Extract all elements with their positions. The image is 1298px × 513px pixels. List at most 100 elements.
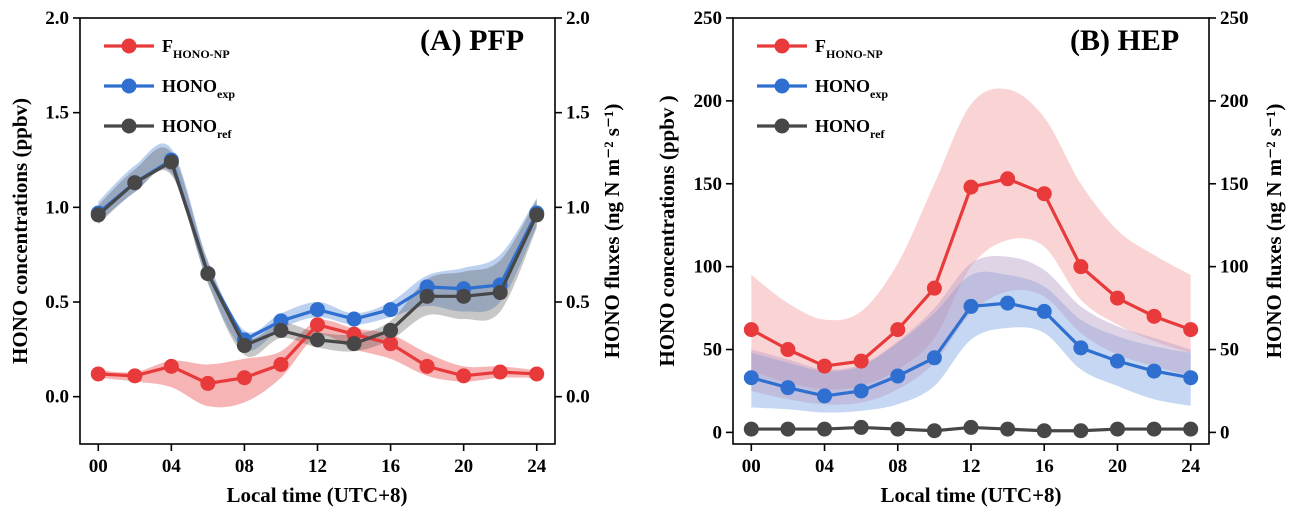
panel-a-ytick-label-3: 1.5 bbox=[45, 103, 69, 124]
panel-b-legend-label-0: FHONO-NP bbox=[815, 36, 883, 61]
panel-a-xtick-label-0: 00 bbox=[89, 456, 108, 477]
panel-b-point-0-2 bbox=[817, 358, 833, 374]
panel-a-legend-marker-2 bbox=[121, 118, 137, 134]
panel-b-legend: FHONO-NP HONOexp HONOref bbox=[757, 36, 888, 141]
panel-b-y2tick-label-1: 50 bbox=[1220, 340, 1239, 361]
panel-b-point-0-9 bbox=[1073, 259, 1089, 275]
panel-b-ytick-label-3: 150 bbox=[694, 174, 723, 195]
panel-a-point-1-7 bbox=[346, 311, 362, 327]
panel-b-ytick-label-5: 250 bbox=[694, 8, 723, 29]
panel-a-xtick-label-4: 16 bbox=[381, 456, 400, 477]
panel-a-ytick-label-0: 0.0 bbox=[45, 387, 69, 408]
panel-b-ytick-label-0: 0 bbox=[713, 422, 723, 443]
panel-b-point-0-1 bbox=[780, 342, 796, 358]
panel-a-point-2-10 bbox=[456, 288, 472, 304]
panel-b-point-2-7 bbox=[1000, 421, 1016, 437]
panel-b-point-0-12 bbox=[1183, 322, 1199, 338]
panel-a-x-axis-label: Local time (UTC+8) bbox=[226, 483, 407, 507]
panel-b-point-0-7 bbox=[1000, 171, 1016, 187]
panel-a-xtick-label-6: 24 bbox=[527, 456, 547, 477]
panel-b-point-1-7 bbox=[1000, 295, 1016, 311]
panel-b-point-0-4 bbox=[890, 322, 906, 338]
panel-b-point-2-2 bbox=[817, 421, 833, 437]
panel-b-point-2-9 bbox=[1073, 423, 1089, 439]
panel-a-y2tick-label-4: 2.0 bbox=[566, 8, 590, 29]
panel-b-band-0 bbox=[751, 88, 1191, 390]
panel-b-legend-marker-2 bbox=[774, 118, 790, 134]
panel-b-point-2-12 bbox=[1183, 421, 1199, 437]
panel-a-point-2-6 bbox=[310, 332, 325, 348]
panel-a-xtick-label-5: 20 bbox=[454, 456, 473, 477]
panel-a-point-0-10 bbox=[456, 368, 472, 384]
panel-a-point-2-8 bbox=[383, 322, 399, 338]
panel-b-point-1-12 bbox=[1183, 370, 1199, 386]
panel-a-point-2-1 bbox=[127, 175, 143, 191]
panel-a-chart: 00 04 08 12 16 20 24 0.0 0.0 0.5 0.5 1.0 1.0 1.5 1.5 2.… bbox=[8, 8, 624, 507]
panel-a-point-2-5 bbox=[273, 322, 289, 338]
panel-b-ytick-label-2: 100 bbox=[694, 257, 723, 278]
panel-a-point-2-0 bbox=[90, 207, 106, 223]
panel-a-point-0-1 bbox=[127, 368, 143, 384]
panel-b-point-1-10 bbox=[1109, 353, 1125, 369]
panel-b-point-1-9 bbox=[1073, 340, 1089, 356]
panel-b-point-0-0 bbox=[743, 322, 759, 338]
panel-b-y2tick-label-2: 100 bbox=[1220, 257, 1249, 278]
panel-b-point-0-5 bbox=[926, 280, 942, 296]
panel-a-point-2-4 bbox=[236, 338, 252, 354]
panel-b-point-0-6 bbox=[963, 179, 979, 195]
panel-b-point-2-0 bbox=[743, 421, 759, 437]
panel-a-y2tick-label-2: 1.0 bbox=[566, 197, 590, 218]
panel-a-point-1-8 bbox=[383, 302, 399, 318]
panel-a-ticks: 00 04 08 12 16 20 24 0.0 0.0 0.5 0.5 1.0 1.0 1.5 1.5 2.… bbox=[45, 8, 590, 477]
panel-a-ytick-label-4: 2.0 bbox=[45, 8, 69, 29]
panel-b-point-1-6 bbox=[963, 298, 979, 314]
panel-a-title: (A) PFP bbox=[420, 24, 524, 57]
panel-b-point-0-3 bbox=[853, 353, 869, 369]
panel-a-legend-label-0: FHONO-NP bbox=[162, 36, 230, 61]
panel-a-series-lines bbox=[90, 152, 545, 391]
panel-b-point-2-4 bbox=[890, 421, 906, 437]
panel-b-point-0-8 bbox=[1036, 186, 1052, 202]
panel-a-point-0-0 bbox=[90, 366, 106, 382]
panel-a-xtick-label-1: 04 bbox=[162, 456, 182, 477]
panel-b-point-2-8 bbox=[1036, 423, 1052, 439]
panel-a-y2tick-label-0: 0.0 bbox=[566, 387, 590, 408]
panel-a-point-0-3 bbox=[200, 375, 216, 391]
panel-b-point-1-8 bbox=[1036, 303, 1052, 319]
panel-b-legend-label-1: HONOexp bbox=[815, 76, 888, 101]
panel-b-point-2-5 bbox=[926, 423, 942, 439]
panel-b-xtick-label-0: 00 bbox=[742, 456, 761, 477]
panel-b-title: (B) HEP bbox=[1070, 24, 1179, 57]
panel-b-y2tick-label-3: 150 bbox=[1220, 174, 1249, 195]
panel-a-point-0-8 bbox=[383, 336, 399, 352]
panel-a-y2tick-label-1: 0.5 bbox=[566, 292, 590, 313]
panel-b-y-axis-label: HONO concentrations (ppbv ) bbox=[655, 95, 679, 366]
panel-b-point-1-0 bbox=[743, 370, 759, 386]
panel-a-point-0-4 bbox=[236, 370, 252, 386]
panel-a-legend-label-1: HONOexp bbox=[162, 76, 235, 101]
panel-b-series-lines bbox=[743, 171, 1199, 439]
panel-a-ytick-label-1: 0.5 bbox=[45, 292, 69, 313]
panel-b-legend-marker-1 bbox=[774, 78, 790, 94]
panel-b-y2tick-label-4: 200 bbox=[1220, 91, 1249, 112]
panel-a-y2tick-label-3: 1.5 bbox=[566, 103, 590, 124]
panel-b-point-2-3 bbox=[853, 419, 869, 435]
panel-a-xtick-label-2: 08 bbox=[235, 456, 254, 477]
panel-a-point-0-9 bbox=[419, 358, 435, 374]
panel-a-point-2-11 bbox=[492, 285, 508, 301]
panel-b-point-0-10 bbox=[1109, 290, 1125, 306]
panel-b-ytick-label-4: 200 bbox=[694, 91, 723, 112]
panel-a-xtick-label-3: 12 bbox=[308, 456, 327, 477]
panel-a-legend-marker-0 bbox=[121, 38, 137, 54]
panel-b-y2-axis-label: HONO fluxes (ng N m⁻² s⁻¹) bbox=[1262, 104, 1286, 359]
panel-b-point-2-10 bbox=[1109, 421, 1125, 437]
panel-b-point-2-1 bbox=[780, 421, 796, 437]
panel-a-point-2-2 bbox=[163, 154, 179, 170]
panel-a-legend: FHONO-NP HONOexp HONOref bbox=[104, 36, 235, 141]
panel-a-point-1-6 bbox=[310, 302, 325, 318]
panel-a-y2-axis-label: HONO fluxes (ng N m⁻² s⁻¹) bbox=[600, 104, 624, 359]
panel-b-y2tick-label-0: 0 bbox=[1220, 422, 1230, 443]
